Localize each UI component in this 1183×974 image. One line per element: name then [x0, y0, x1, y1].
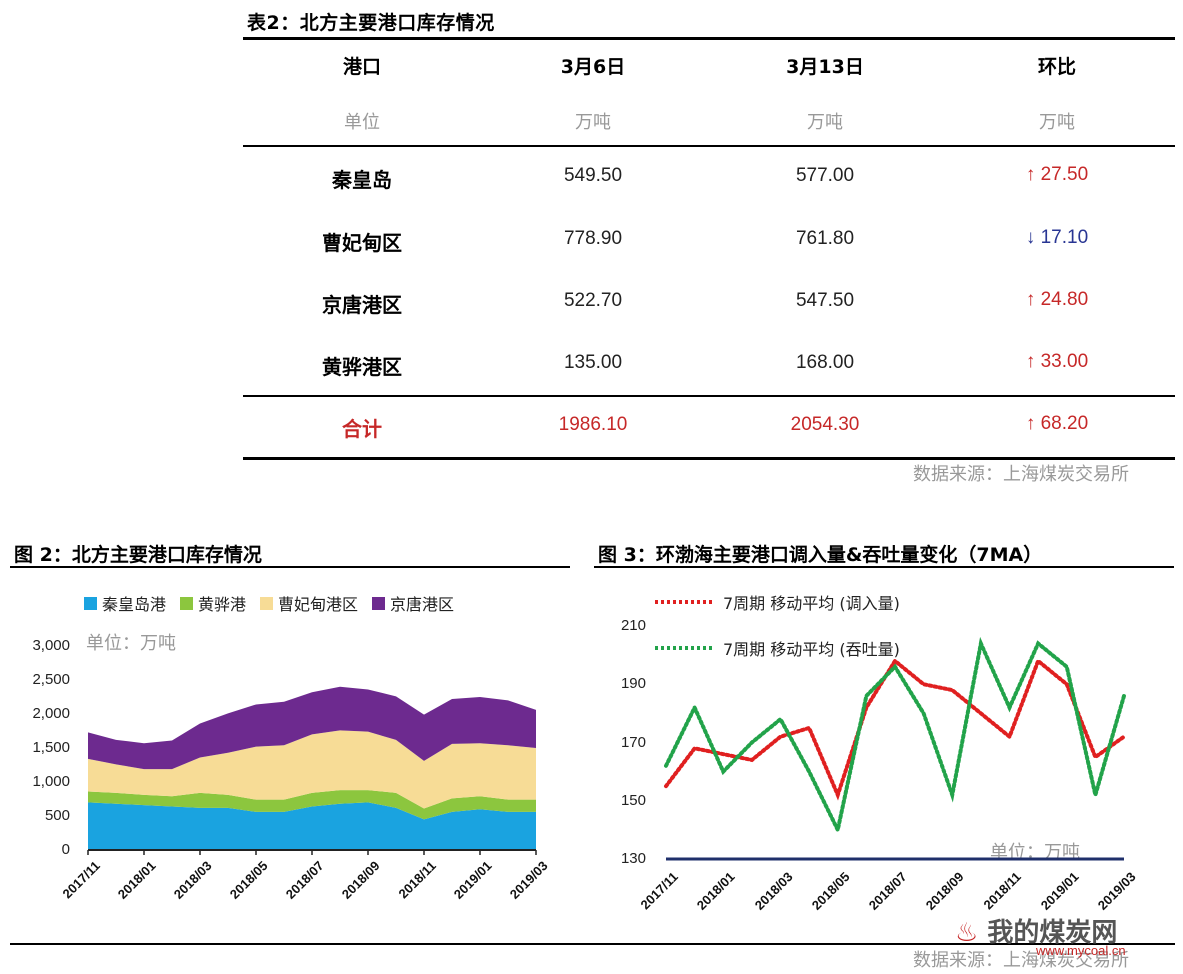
line-series-1 [664, 636, 1126, 836]
fig2-y-tick: 1,000 [32, 773, 70, 790]
up-arrow-icon: ↑ [1025, 413, 1036, 434]
legend-label: 秦皇岛港 [102, 595, 167, 614]
table-top-rule [243, 37, 1175, 40]
legend-label: 曹妃甸港区 [278, 595, 359, 614]
watermark-url: www.mycoal.cn [1036, 943, 1126, 958]
row-mar6: 522.70 [563, 290, 623, 311]
fig3-y-tick: 130 [620, 850, 646, 867]
table-title: 表2：北方主要港口库存情况 [247, 12, 495, 34]
row-mar13: 547.50 [795, 290, 855, 311]
header-change: 环比 [1037, 56, 1076, 78]
legend-dotted-line-green [655, 646, 713, 650]
area-series-1 [88, 790, 536, 820]
fig3-y-tick: 210 [620, 617, 646, 634]
row-mar6: 135.00 [563, 352, 623, 373]
fig3-legend-1: 7周期 移动平均 (调入量) [655, 590, 900, 614]
row-change: ↓ 17.10 [1025, 227, 1089, 248]
fig2-title: 图 2：北方主要港口库存情况 [14, 544, 262, 566]
fig2-y-tick: 3,000 [32, 637, 70, 654]
fig3-legend-2: 7周期 移动平均 (吞吐量) [655, 636, 900, 660]
total-change: ↑ 68.20 [1025, 413, 1089, 434]
legend-swatch [260, 596, 274, 610]
fig3-y-tick: 190 [620, 675, 646, 693]
unit-mar13: 万吨 [807, 112, 843, 133]
header-port: 港口 [342, 56, 381, 78]
table-bottom-rule [243, 457, 1175, 460]
fig3-y-tick: 170 [620, 733, 646, 751]
row-name: 京唐港区 [322, 293, 402, 317]
legend-label: 7周期 移动平均 (调入量) [723, 594, 900, 613]
table-header-rule [243, 145, 1175, 147]
down-arrow-icon: ↓ [1025, 227, 1036, 248]
area-series-2 [88, 730, 536, 809]
row-mar6: 778.90 [563, 228, 623, 249]
fig2-rule [10, 566, 570, 568]
fig2-legend: 秦皇岛港 黄骅港 曹妃甸港区 京唐港区 [84, 591, 454, 615]
table-source: 数据来源：上海煤炭交易所 [913, 464, 1129, 485]
fig3-rule [594, 566, 1174, 568]
fig2-y-tick: 1,500 [32, 739, 70, 756]
fig2-y-tick: 0 [61, 841, 70, 858]
area-series-0 [88, 802, 536, 850]
fig2-y-tick: 2,000 [32, 705, 70, 722]
legend-label: 7周期 移动平均 (吞吐量) [723, 640, 900, 659]
unit-mar6: 万吨 [575, 112, 611, 133]
fig3-title: 图 3：环渤海主要港口调入量&吞吐量变化（7MA） [598, 544, 1043, 566]
line-series-0 [664, 657, 1126, 801]
row-mar13: 168.00 [795, 352, 855, 373]
charts-source: 数据来源：上海煤炭交易所 [913, 950, 1129, 971]
fig2-y-tick: 500 [44, 807, 70, 824]
row-mar13: 761.80 [795, 228, 855, 249]
unit-label: 单位 [344, 112, 380, 133]
total-mar13: 2054.30 [790, 414, 860, 435]
flame-icon: ♨ [955, 918, 979, 948]
watermark-logo: ♨ 我的煤炭网 [955, 918, 1118, 948]
area-series-3 [88, 686, 536, 770]
legend-label: 黄骅港 [198, 595, 247, 614]
fig2-y-tick: 2,500 [32, 671, 70, 688]
row-name: 黄骅港区 [322, 355, 402, 379]
up-arrow-icon: ↑ [1025, 164, 1036, 185]
up-arrow-icon: ↑ [1025, 351, 1036, 372]
legend-swatch [180, 596, 194, 610]
row-mar6: 549.50 [563, 165, 623, 186]
row-name: 曹妃甸区 [322, 231, 402, 255]
row-change: ↑ 33.00 [1025, 351, 1089, 372]
legend-swatch [372, 596, 386, 610]
total-mar6: 1986.10 [558, 414, 628, 435]
row-mar13: 577.00 [795, 165, 855, 186]
row-name: 秦皇岛 [332, 168, 392, 192]
footer-rule [10, 943, 1175, 945]
row-change: ↑ 24.80 [1025, 289, 1089, 310]
legend-label: 京唐港区 [390, 595, 455, 614]
total-name: 合计 [342, 417, 382, 441]
fig3-y-tick: 150 [620, 791, 646, 809]
unit-change: 万吨 [1039, 112, 1075, 133]
header-mar13: 3月13日 [786, 56, 864, 78]
legend-dotted-line-red [655, 600, 713, 604]
header-mar6: 3月6日 [560, 56, 626, 78]
row-change: ↑ 27.50 [1025, 164, 1089, 185]
fig2-unit: 单位：万吨 [86, 633, 176, 654]
legend-swatch [84, 596, 97, 610]
table-total-rule [243, 395, 1175, 397]
up-arrow-icon: ↑ [1025, 289, 1036, 310]
